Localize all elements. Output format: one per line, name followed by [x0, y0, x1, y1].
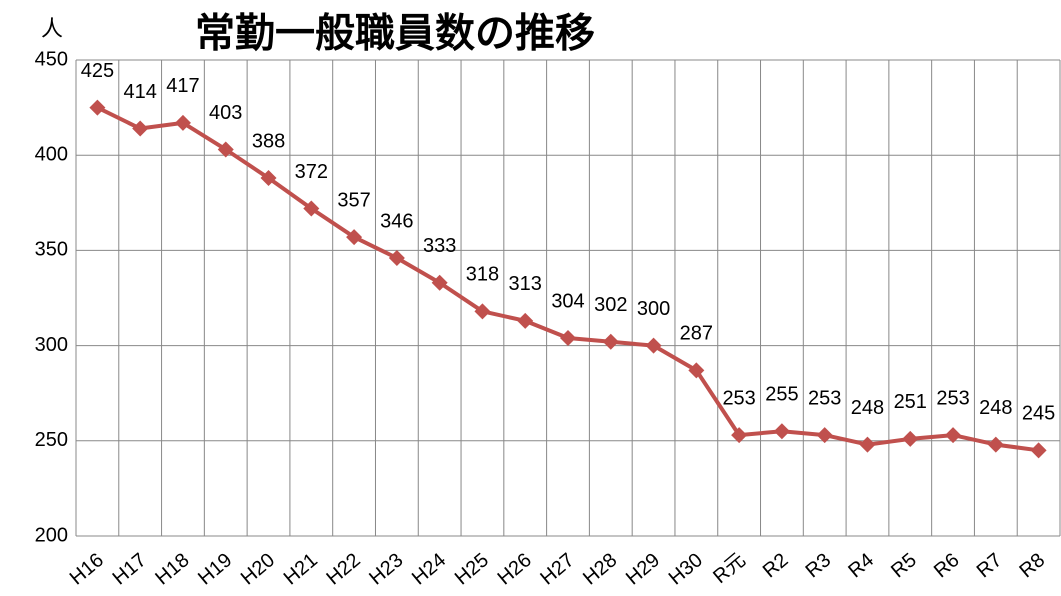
- data-point: [987, 436, 1004, 453]
- data-point: [346, 229, 363, 246]
- chart-title: 常勤一般職員数の推移: [195, 12, 595, 56]
- x-tick-label: H24: [408, 549, 450, 589]
- y-tick-label: 250: [35, 429, 68, 451]
- y-tick-label: 450: [35, 48, 68, 70]
- data-label: 425: [81, 60, 114, 82]
- y-tick-label: 350: [35, 239, 68, 261]
- data-label: 417: [166, 75, 199, 97]
- x-tick-label: R2: [759, 549, 793, 582]
- data-label: 248: [979, 397, 1012, 419]
- data-label: 403: [209, 102, 242, 124]
- x-tick-label: H29: [622, 549, 664, 589]
- data-point: [645, 337, 662, 354]
- x-tick-label: R6: [930, 549, 964, 582]
- data-label: 302: [594, 294, 627, 316]
- data-point: [303, 200, 320, 217]
- data-point: [731, 427, 748, 444]
- x-tick-label: H19: [194, 549, 236, 589]
- y-tick-label: 400: [35, 143, 68, 165]
- data-label: 251: [894, 391, 927, 413]
- data-label: 388: [252, 130, 285, 152]
- data-label: 255: [765, 384, 798, 406]
- data-point: [688, 362, 705, 379]
- data-label: 313: [509, 273, 542, 295]
- x-tick-label: R元: [709, 549, 750, 588]
- data-label: 248: [851, 397, 884, 419]
- x-tick-label: R4: [844, 549, 878, 582]
- x-tick-label: H30: [665, 549, 707, 589]
- x-tick-label: H22: [322, 549, 364, 589]
- data-label: 357: [337, 189, 370, 211]
- x-tick-label: R5: [887, 549, 921, 582]
- data-point: [517, 312, 534, 329]
- data-point: [260, 170, 277, 187]
- data-point: [945, 427, 962, 444]
- x-tick-label: H16: [66, 549, 108, 589]
- data-point: [602, 333, 619, 350]
- x-tick-label: H27: [536, 549, 578, 589]
- data-point: [859, 436, 876, 453]
- data-label: 333: [423, 235, 456, 257]
- y-axis-label: 人: [41, 16, 63, 41]
- x-tick-label: H28: [579, 549, 621, 589]
- data-point: [89, 99, 106, 116]
- data-point: [174, 114, 191, 131]
- data-point: [1030, 442, 1047, 459]
- x-tick-label: H20: [237, 549, 279, 589]
- y-tick-label: 200: [35, 524, 68, 546]
- x-tick-label: H26: [494, 549, 536, 589]
- x-tick-label: R7: [973, 549, 1007, 582]
- x-tick-label: H17: [109, 549, 151, 589]
- x-tick-label: R3: [802, 549, 836, 582]
- x-tick-label: H25: [451, 549, 493, 589]
- data-label: 253: [936, 387, 969, 409]
- data-label: 253: [722, 387, 755, 409]
- x-tick-label: H18: [151, 549, 193, 589]
- data-label: 346: [380, 210, 413, 232]
- data-point: [388, 250, 405, 267]
- x-tick-label: H21: [280, 549, 322, 589]
- data-point: [560, 329, 576, 346]
- data-point: [816, 427, 833, 444]
- data-label: 304: [551, 290, 584, 312]
- data-label: 253: [808, 387, 841, 409]
- data-label: 287: [680, 323, 713, 345]
- data-point: [474, 303, 491, 320]
- y-tick-label: 300: [35, 334, 68, 356]
- data-label: 245: [1022, 403, 1055, 425]
- data-point: [902, 430, 919, 447]
- data-point: [431, 274, 448, 291]
- x-tick-label: R8: [1015, 549, 1049, 582]
- data-label: 414: [123, 81, 156, 103]
- x-tick-label: H23: [365, 549, 407, 589]
- data-label: 318: [466, 264, 499, 286]
- data-point: [132, 120, 149, 137]
- data-label: 372: [295, 161, 328, 183]
- data-point: [217, 141, 234, 158]
- data-point: [773, 423, 790, 440]
- data-label: 300: [637, 298, 670, 320]
